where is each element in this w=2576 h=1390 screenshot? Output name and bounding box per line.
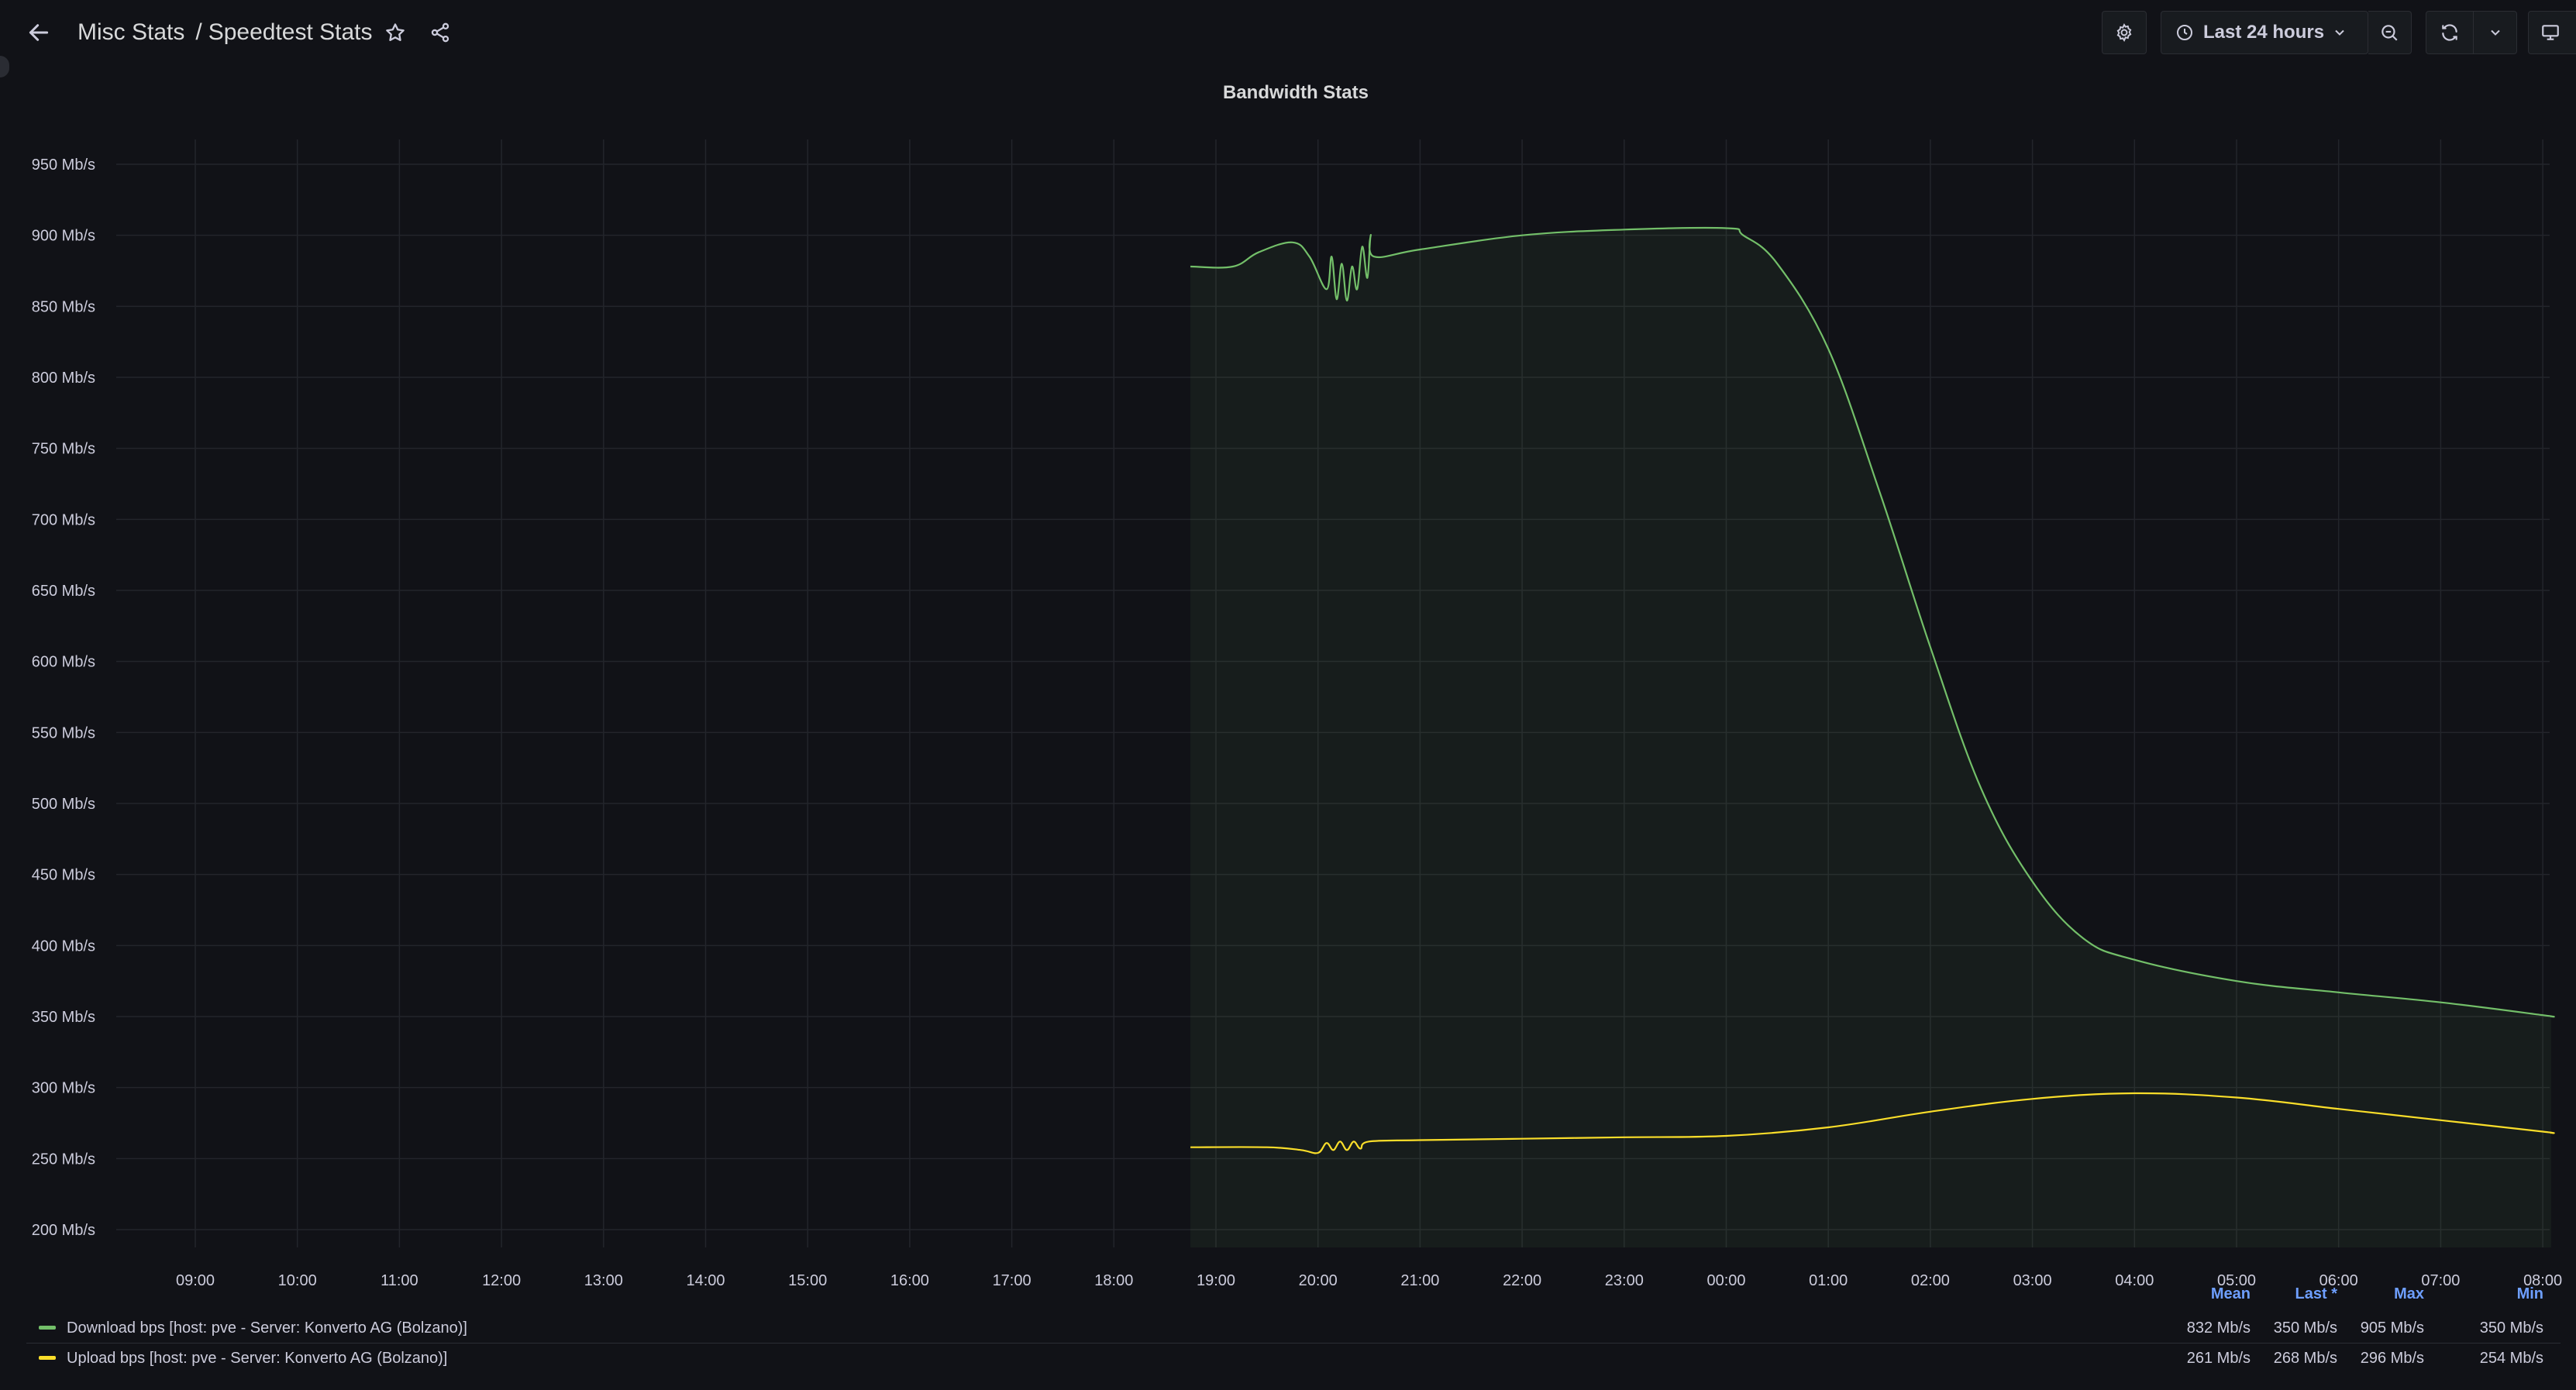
- y-tick-label: 250 Mb/s: [32, 1151, 95, 1168]
- x-tick-label: 16:00: [890, 1272, 929, 1289]
- x-tick-label: 13:00: [584, 1272, 623, 1289]
- share-button[interactable]: [426, 19, 454, 46]
- x-tick-label: 01:00: [1809, 1272, 1848, 1289]
- x-tick-label: 11:00: [381, 1272, 418, 1289]
- x-tick-label: 19:00: [1197, 1272, 1235, 1289]
- legend-value-last: 350 Mb/s: [2273, 1319, 2337, 1337]
- x-tick-label: 15:00: [788, 1272, 827, 1289]
- legend-value-min: 254 Mb/s: [2479, 1350, 2543, 1367]
- refresh-interval-picker[interactable]: [2473, 12, 2516, 53]
- legend-header-mean[interactable]: Mean: [2210, 1285, 2251, 1302]
- x-tick-label: 14:00: [686, 1272, 725, 1289]
- x-tick-label: 06:00: [2319, 1272, 2358, 1289]
- breadcrumb-separator: /: [195, 19, 202, 45]
- y-tick-label: 200 Mb/s: [32, 1222, 95, 1239]
- bandwidth-chart[interactable]: 200 Mb/s 250 Mb/s 300 Mb/s 350 Mb/s 400 Mb/s…: [0, 124, 2576, 1309]
- x-tick-label: 09:00: [176, 1272, 215, 1289]
- y-tick-label: 850 Mb/s: [32, 298, 95, 315]
- panel-title[interactable]: Bandwidth Stats: [1222, 82, 1369, 103]
- x-tick-label: 20:00: [1299, 1272, 1338, 1289]
- gear-icon: [2116, 23, 2132, 42]
- chart-grid: [116, 139, 2550, 1247]
- back-button[interactable]: [23, 17, 54, 48]
- chevron-down-icon: [2335, 29, 2344, 36]
- refresh-group: [2426, 11, 2517, 54]
- star-button[interactable]: [381, 19, 409, 46]
- breadcrumb-folder-link[interactable]: Misc Stats: [77, 19, 185, 45]
- y-tick-label: 350 Mb/s: [32, 1009, 95, 1026]
- y-tick-label: 750 Mb/s: [32, 441, 95, 458]
- x-tick-label: 08:00: [2523, 1272, 2562, 1289]
- tv-mode-button[interactable]: [2529, 12, 2572, 53]
- y-tick-label: 950 Mb/s: [32, 157, 95, 174]
- upload-color-swatch: [39, 1356, 56, 1360]
- x-tick-label: 23:00: [1605, 1272, 1644, 1289]
- x-tick-label: 07:00: [2421, 1272, 2460, 1289]
- y-tick-label: 400 Mb/s: [32, 938, 95, 955]
- chevron-down-icon: [2490, 29, 2500, 36]
- x-tick-label: 02:00: [1911, 1272, 1950, 1289]
- legend-value-max: 296 Mb/s: [2360, 1350, 2424, 1367]
- x-tick-label: 17:00: [993, 1272, 1031, 1289]
- legend-series-name[interactable]: Upload bps [host: pve - Server: Konverto…: [67, 1350, 448, 1367]
- download-area-fill: [1190, 228, 2554, 1248]
- y-tick-label: 900 Mb/s: [32, 228, 95, 245]
- time-range-picker[interactable]: Last 24 hours: [2161, 12, 2368, 53]
- sidebar-toggle[interactable]: [0, 56, 9, 77]
- time-controls: Last 24 hours: [2161, 11, 2368, 54]
- view-mode-group: [2528, 11, 2576, 54]
- y-tick-label: 450 Mb/s: [32, 867, 95, 884]
- legend-value-last: 268 Mb/s: [2273, 1350, 2337, 1367]
- y-tick-label: 700 Mb/s: [32, 511, 95, 528]
- share-icon: [431, 22, 449, 43]
- refresh-icon: [2442, 24, 2457, 41]
- x-tick-label: 18:00: [1094, 1272, 1133, 1289]
- x-tick-label: 03:00: [2013, 1272, 2052, 1289]
- dashboard-nav-bar: Misc Stats / Speedtest Stats Last 24 hou…: [0, 0, 2576, 77]
- upload-series-line: [1190, 1092, 2555, 1154]
- legend-value-mean: 832 Mb/s: [2186, 1319, 2251, 1337]
- y-tick-label: 500 Mb/s: [32, 796, 95, 813]
- arrow-left-icon: [29, 24, 49, 41]
- y-tick-label: 650 Mb/s: [32, 583, 95, 600]
- dashboard-title: Speedtest Stats: [208, 19, 373, 45]
- x-tick-label: 22:00: [1503, 1272, 1541, 1289]
- time-range-label: Last 24 hours: [2203, 22, 2325, 43]
- y-tick-label: 800 Mb/s: [32, 370, 95, 387]
- zoom-out-icon: [2381, 25, 2398, 41]
- legend-value-min: 350 Mb/s: [2479, 1319, 2543, 1337]
- refresh-button[interactable]: [2426, 12, 2473, 53]
- x-tick-label: 00:00: [1706, 1272, 1745, 1289]
- clock-icon: [2177, 25, 2192, 40]
- legend-series-name[interactable]: Download bps [host: pve - Server: Konver…: [67, 1319, 467, 1337]
- zoom-out-button[interactable]: [2368, 12, 2410, 53]
- legend-header-last[interactable]: Last *: [2295, 1285, 2337, 1302]
- x-tick-label: 21:00: [1400, 1272, 1439, 1289]
- breadcrumb: Misc Stats / Speedtest Stats: [77, 15, 373, 50]
- star-icon: [386, 23, 405, 41]
- x-tick-label: 12:00: [482, 1272, 521, 1289]
- dashboard-settings-button[interactable]: [2102, 12, 2146, 53]
- download-color-swatch: [39, 1326, 56, 1330]
- x-tick-label: 04:00: [2115, 1272, 2154, 1289]
- download-series-line: [1190, 226, 2555, 1018]
- tv-mode-icon: [2542, 25, 2559, 40]
- legend-row-upload[interactable]: Upload bps [host: pve - Server: Konverto…: [26, 1343, 2561, 1373]
- x-tick-label: 10:00: [278, 1272, 317, 1289]
- y-tick-label: 600 Mb/s: [32, 654, 95, 671]
- x-tick-label: 05:00: [2217, 1272, 2256, 1289]
- legend-value-mean: 261 Mb/s: [2186, 1350, 2251, 1367]
- legend-header-min[interactable]: Min: [2516, 1285, 2543, 1302]
- y-tick-label: 300 Mb/s: [32, 1080, 95, 1097]
- legend-header-max[interactable]: Max: [2394, 1285, 2424, 1302]
- settings-group: [2102, 11, 2147, 54]
- zoom-group: [2368, 11, 2412, 54]
- y-tick-label: 550 Mb/s: [32, 724, 95, 741]
- legend-row-download[interactable]: Download bps [host: pve - Server: Konver…: [26, 1313, 2561, 1343]
- legend-value-max: 905 Mb/s: [2360, 1319, 2424, 1337]
